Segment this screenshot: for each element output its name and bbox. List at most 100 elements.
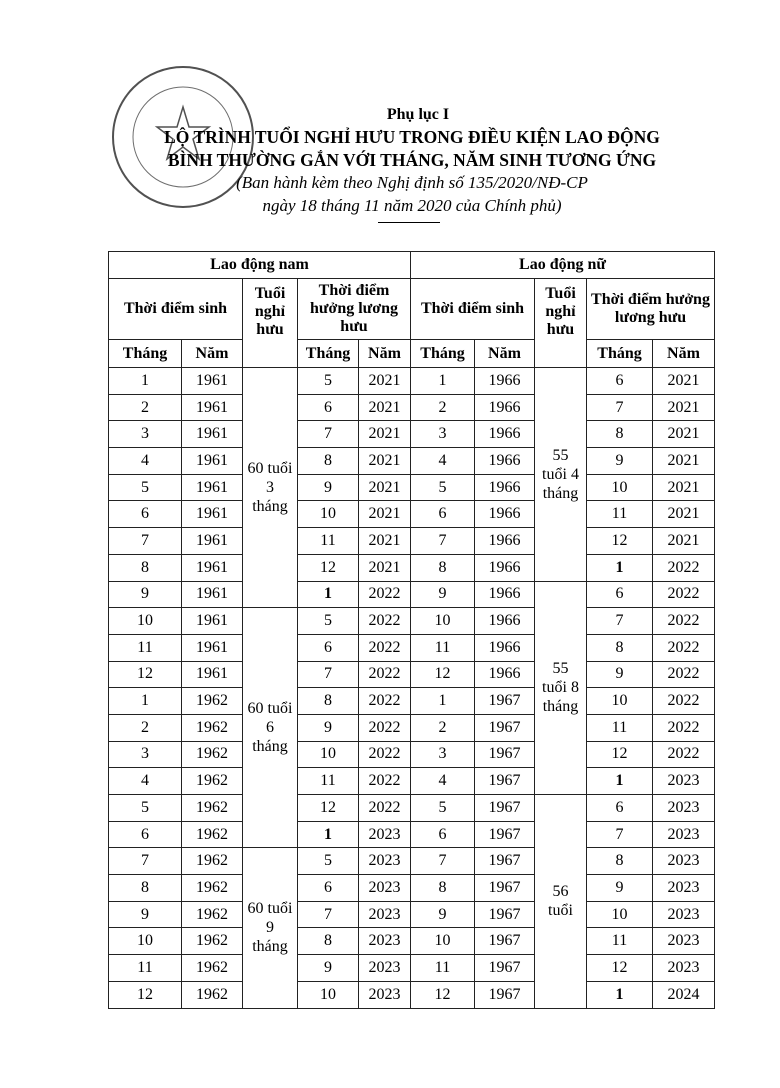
female-pension-year: 2021 — [652, 527, 715, 555]
female-pension-month: 12 — [586, 527, 653, 555]
male-pension-month: 8 — [297, 447, 359, 475]
female-pension-month: 9 — [586, 660, 653, 689]
male-birth-year: 1961 — [181, 633, 243, 662]
female-birth-year: 1966 — [474, 393, 535, 422]
male-birth-month: 2 — [108, 393, 182, 422]
male-pension-month: 9 — [297, 954, 359, 982]
female-pension-year: 2022 — [652, 580, 715, 609]
male-birth-month: 11 — [108, 954, 182, 982]
male-birth-month: 2 — [108, 713, 182, 742]
female-pension-year: 2022 — [652, 687, 715, 715]
female-pension-year: 2021 — [652, 473, 715, 502]
female-pension-year: 2023 — [652, 900, 715, 929]
male-retirement-age: 60 tuổi 6 tháng — [242, 607, 298, 849]
table-row: 2 1962 9 2022 2 1967 11 2022 — [108, 713, 715, 742]
female-birth-year: 1966 — [474, 553, 535, 582]
female-birth-year: 1967 — [474, 794, 535, 822]
male-birth-year: 1961 — [181, 527, 243, 555]
female-birth-year: 1967 — [474, 687, 535, 715]
male-birth-year: 1961 — [181, 553, 243, 582]
table-row: 3 1961 7 2021 3 1966 8 2021 — [108, 420, 715, 449]
female-birth-month: 9 — [410, 580, 475, 609]
year-header: Năm — [652, 339, 715, 368]
male-pension-year: 2022 — [358, 767, 411, 795]
table-row: 5 1961 9 2021 5 1966 10 2021 — [108, 473, 715, 502]
male-age-header: Tuổi nghỉ hưu — [242, 278, 298, 368]
male-birth-month: 10 — [108, 927, 182, 956]
table-row: 10 1962 8 2023 10 1967 11 2023 — [108, 927, 715, 956]
male-birth-year: 1962 — [181, 847, 243, 876]
female-pension-month: 11 — [586, 500, 653, 529]
female-pension-month: 8 — [586, 420, 653, 449]
male-birth-month: 7 — [108, 847, 182, 876]
female-pension-year: 2022 — [652, 553, 715, 582]
female-pension-year: 2022 — [652, 713, 715, 742]
female-birth-year: 1967 — [474, 900, 535, 929]
female-pension-year: 2022 — [652, 607, 715, 635]
female-birth-month: 3 — [410, 420, 475, 449]
table-row: 9 1962 7 2023 9 1967 10 2023 — [108, 900, 715, 929]
male-birth-year: 1962 — [181, 954, 243, 982]
year-header: Năm — [181, 339, 243, 368]
female-birth-year: 1966 — [474, 660, 535, 689]
male-pension-month: 8 — [297, 927, 359, 956]
male-pension-month: 6 — [297, 633, 359, 662]
male-birth-year: 1962 — [181, 927, 243, 956]
male-birth-month: 5 — [108, 794, 182, 822]
male-birth-month: 5 — [108, 473, 182, 502]
month-header: Tháng — [108, 339, 182, 368]
male-retirement-age: 60 tuổi 9 tháng — [242, 847, 298, 1009]
female-retirement-age: 55 tuổi 4 tháng — [534, 367, 587, 582]
table-row: 2 1961 6 2021 2 1966 7 2021 — [108, 393, 715, 422]
female-birth-month: 5 — [410, 794, 475, 822]
female-birth-year: 1967 — [474, 980, 535, 1009]
female-birth-month: 6 — [410, 820, 475, 849]
female-pension-year: 2021 — [652, 447, 715, 475]
male-pension-year: 2023 — [358, 820, 411, 849]
female-pension-month: 11 — [586, 927, 653, 956]
female-birth-month: 12 — [410, 980, 475, 1009]
female-pension-year: 2021 — [652, 367, 715, 395]
male-pension-year: 2022 — [358, 660, 411, 689]
female-pension-month: 6 — [586, 580, 653, 609]
table-row: 4 1961 8 2021 4 1966 9 2021 — [108, 447, 715, 475]
male-birth-month: 7 — [108, 527, 182, 555]
male-birth-month: 12 — [108, 980, 182, 1009]
female-pension-month: 1 — [586, 980, 653, 1009]
male-pension-month: 6 — [297, 874, 359, 902]
table-row: 4 1962 11 2022 4 1967 1 2023 — [108, 767, 715, 795]
male-retirement-age: 60 tuổi 3 tháng — [242, 366, 298, 609]
male-birth-year: 1962 — [181, 874, 243, 902]
male-pension-year: 2023 — [358, 874, 411, 902]
male-birth-year: 1962 — [181, 794, 243, 822]
male-birth-year: 1962 — [181, 713, 243, 742]
title-line-1: LỘ TRÌNH TUỔI NGHỈ HƯU TRONG ĐIỀU KIỆN L… — [164, 127, 660, 147]
male-pension-year: 2022 — [358, 580, 411, 609]
female-birth-month: 10 — [410, 927, 475, 956]
male-birth-month: 3 — [108, 420, 182, 449]
female-pension-month: 12 — [586, 740, 653, 769]
female-pension-year: 2022 — [652, 633, 715, 662]
male-pension-month: 12 — [297, 794, 359, 822]
male-pension-year: 2022 — [358, 607, 411, 635]
female-retirement-age: 56 tuổi — [534, 794, 587, 1009]
male-birth-month: 6 — [108, 500, 182, 529]
female-pension-year: 2023 — [652, 954, 715, 982]
group-male: Lao động nam — [108, 251, 411, 279]
male-birth-month: 8 — [108, 553, 182, 582]
male-pension-month: 5 — [297, 607, 359, 635]
female-pension-month: 12 — [586, 954, 653, 982]
female-birth-month: 11 — [410, 954, 475, 982]
female-pension-header: Thời điểm hưởng lương hưu — [586, 278, 715, 340]
male-birth-year: 1961 — [181, 447, 243, 475]
male-birth-year: 1961 — [181, 660, 243, 689]
female-pension-year: 2023 — [652, 847, 715, 876]
male-pension-month: 1 — [297, 580, 359, 609]
male-pension-year: 2023 — [358, 954, 411, 982]
female-birth-month: 8 — [410, 874, 475, 902]
female-pension-month: 7 — [586, 820, 653, 849]
female-pension-month: 10 — [586, 473, 653, 502]
female-pension-year: 2021 — [652, 420, 715, 449]
female-birth-year: 1967 — [474, 927, 535, 956]
divider — [378, 222, 440, 223]
